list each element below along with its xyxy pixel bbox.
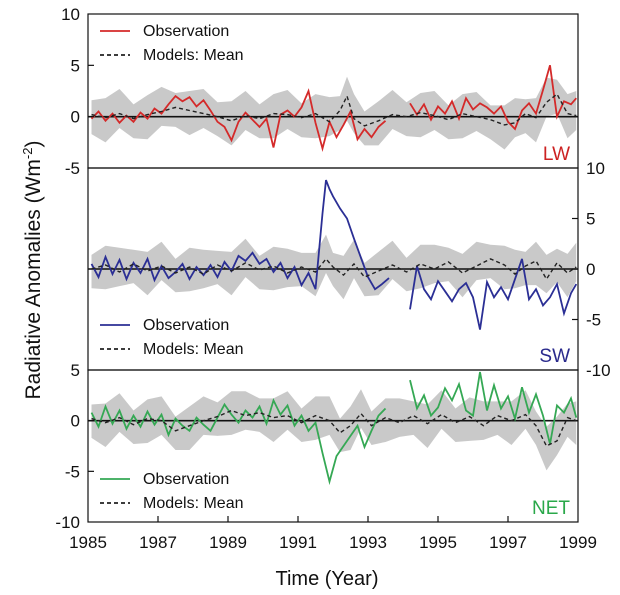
- x-tick-label-5: 1995: [419, 533, 457, 552]
- panel-lw-y-tick-label-2: 0: [71, 108, 80, 127]
- x-tick-label-1: 1987: [139, 533, 177, 552]
- x-axis: 1985 1987 1989 1991 1993 1995 1997 1999: [69, 516, 597, 552]
- panel-net-legend-label-0: Observation: [143, 471, 229, 488]
- panel-lw-legend-label-1: Models: Mean: [143, 47, 244, 64]
- x-tick-label-4: 1993: [349, 533, 387, 552]
- panel-net-model-spread: [91, 389, 577, 471]
- panel-lw-y-tick-label-3: -5: [65, 159, 80, 178]
- panel-sw-plot-area: [88, 179, 578, 330]
- panel-net-series-observation-segment-0: [90, 397, 387, 486]
- panel-sw-series-observation-segment-1: [409, 258, 578, 330]
- panel-lw-legend: Observation Models: Mean: [100, 23, 244, 64]
- panel-sw-legend: Observation Models: Mean: [100, 317, 244, 358]
- panel-lw-y-tick-label-0: 10: [61, 5, 80, 24]
- panel-sw-y-tick-label-1: 5: [586, 210, 595, 229]
- panel-net-y-tick-label-0: 5: [71, 361, 80, 380]
- panel-sw-y-tick-label-2: 0: [586, 260, 595, 279]
- panel-sw-label: SW: [539, 346, 570, 367]
- panels-layer: 10 5 0 -5 LW Observation Models: Mean 10 5 0 -5 -10…: [55, 5, 610, 532]
- panel-lw-series-observation-segment-0: [90, 88, 387, 152]
- panel-lw-series-models-mean-segment-0: [91, 93, 577, 127]
- panel-net: 5 0 -5 -10 NET Observation Models: Mean: [55, 361, 579, 532]
- panel-net-plot-area: [88, 371, 578, 486]
- panel-lw: 10 5 0 -5 LW Observation Models: Mean: [61, 5, 579, 178]
- panel-net-y-tick-label-3: -10: [55, 513, 80, 532]
- y-axis-title-sup: -2: [20, 148, 35, 160]
- panel-sw: 10 5 0 -5 -10 SW Observation Models: Mean: [87, 159, 611, 380]
- x-tick-label-2: 1989: [209, 533, 247, 552]
- panel-lw-legend-label-0: Observation: [143, 23, 229, 40]
- panel-net-legend-label-1: Models: Mean: [143, 495, 244, 512]
- panel-net-frame: [87, 369, 579, 523]
- panel-lw-y-tick-label-1: 5: [71, 56, 80, 75]
- y-axis-title: Radiative Anomalies (Wm-2): [20, 141, 45, 400]
- panel-sw-y-tick-label-4: -10: [586, 361, 611, 380]
- panel-sw-legend-label-0: Observation: [143, 317, 229, 334]
- panel-net-legend: Observation Models: Mean: [100, 471, 244, 512]
- x-tick-label-3: 1991: [279, 533, 317, 552]
- panel-lw-model-spread: [91, 76, 577, 150]
- panel-sw-legend-label-1: Models: Mean: [143, 341, 244, 358]
- panel-lw-plot-area: [88, 65, 578, 152]
- x-tick-label-6: 1997: [489, 533, 527, 552]
- x-tick-label-0: 1985: [69, 533, 107, 552]
- panel-net-series-models-mean-segment-0: [91, 409, 577, 447]
- panel-lw-label: LW: [543, 144, 570, 165]
- panel-sw-y-tick-label-3: -5: [586, 311, 601, 330]
- y-axis-title-text: Radiative Anomalies (Wm: [22, 159, 45, 399]
- panel-sw-y-tick-label-0: 10: [586, 159, 605, 178]
- panel-net-y-tick-label-2: -5: [65, 462, 80, 481]
- x-tick-label-7: 1999: [559, 533, 597, 552]
- panel-sw-series-models-mean-segment-0: [91, 257, 577, 281]
- panel-net-y-tick-label-1: 0: [71, 412, 80, 431]
- panel-lw-series-observation-segment-1: [409, 65, 577, 131]
- panel-net-label: NET: [532, 498, 570, 519]
- y-axis-title-close: ): [22, 141, 45, 148]
- x-axis-title: Time (Year): [276, 568, 379, 590]
